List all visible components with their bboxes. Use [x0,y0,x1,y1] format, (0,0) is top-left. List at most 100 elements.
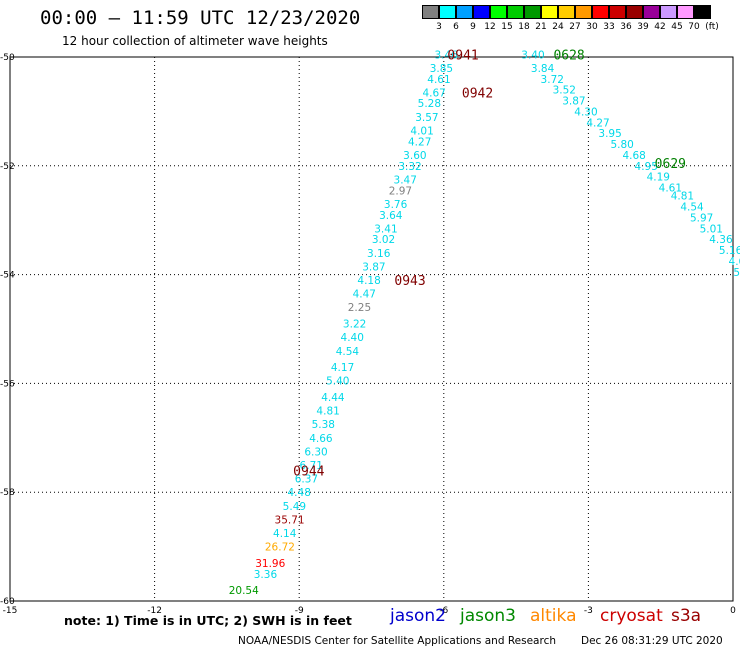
wave-height-value: 4.40 [341,332,364,344]
wave-height-value: 3.47 [394,174,417,186]
lon-tick-label: 0 [730,606,736,616]
pass-time-label: 0943 [394,274,425,289]
wave-height-value: 4.67 [422,87,445,99]
legend-unit: (ft) [705,22,719,32]
legend-label: 21 [535,22,547,32]
wave-height-value: 4.48 [288,487,311,499]
wave-height-value: 4.54 [680,202,704,214]
wave-height-value: 3.41 [374,223,397,235]
wave-height-value: 5.49 [283,501,306,513]
lat-tick-label: -52 [0,162,15,172]
wave-height-value: 4.18 [357,275,380,287]
pass-time-label: 0628 [553,48,584,63]
wave-height-value: 4.44 [321,392,345,404]
wave-height-value: 3.57 [415,112,438,124]
legend-label: 27 [569,22,581,32]
wave-height-value: 5.97 [690,212,713,224]
lon-tick-label: -3 [584,606,593,616]
footer-timestamp: Dec 26 08:31:29 UTC 2020 [581,635,723,647]
wave-height-value: 5.80 [610,139,633,151]
wave-height-value: 4.19 [647,172,670,184]
wave-height-value: 4.63 [729,256,740,268]
wave-height-value: 2.97 [389,185,412,197]
wave-height-value: 4.14 [273,528,297,540]
wave-height-value: 3.87 [362,261,385,273]
lat-tick-label: -60 [0,597,15,607]
wave-height-value: 3.85 [430,63,453,75]
legend-label: 12 [484,22,496,32]
wave-height-value: 4.54 [336,346,360,358]
legend-swatch [609,5,626,19]
wave-height-value: 4.95 [635,161,658,173]
satellite-altika: altika [530,606,577,626]
pass-time-label: 0629 [655,157,686,172]
wave-height-value: 3.76 [384,199,408,211]
wave-height-value: 3.36 [254,569,278,581]
legend-swatch [541,5,558,19]
wave-height-value: 3.52 [553,85,576,97]
legend-label: 15 [501,22,513,32]
wave-height-value: 4.47 [353,289,376,301]
legend-label: 45 [671,22,683,32]
satellite-s3a: s3a [671,606,702,626]
footer-note: note: 1) Time is in UTC; 2) SWH is in fe… [64,613,352,628]
wave-height-value: 3.64 [379,210,403,222]
wave-height-value: 5.01 [700,223,723,235]
wave-height-value: 5.38 [312,419,335,431]
wave-height-value: 6.71 [300,460,323,472]
wave-height-value: 26.72 [265,542,295,554]
legend-label: 3 [436,22,442,32]
wave-height-value: 3.02 [372,234,395,246]
legend-swatch [626,5,643,19]
lon-tick-label: -15 [3,606,18,616]
legend-label: 39 [637,22,649,32]
legend-swatch [558,5,575,19]
wave-height-value: 3.16 [367,248,391,260]
legend-swatch [473,5,490,19]
legend-swatch [592,5,609,19]
legend-swatch [456,5,473,19]
wave-height-value: 4.68 [622,150,645,162]
satellite-jason2: jason2 [390,606,446,626]
legend-swatch [677,5,694,19]
wave-height-value: 4.66 [309,433,333,445]
legend-swatch [575,5,592,19]
satellite-cryosat: cryosat [600,606,663,626]
lon-tick-label: -12 [147,606,162,616]
legend-label: 33 [603,22,615,32]
wave-height-value: 4.36 [709,234,733,246]
wave-height-value: 4.61 [427,74,450,86]
wave-height-value: 4.27 [408,136,431,148]
legend-swatch [422,5,439,19]
legend-swatch [507,5,524,19]
wave-height-value: 35.71 [275,514,305,526]
wave-height-value: 4.30 [574,106,597,118]
legend-label: 42 [654,22,666,32]
legend-label: 18 [518,22,530,32]
pass-time-label: 0944 [293,464,324,479]
wave-height-value: 3.84 [531,63,555,75]
wave-height-value: 3.72 [541,74,564,86]
legend-label: 9 [470,22,476,32]
wave-height-value: 6.30 [304,446,327,458]
legend-label: 36 [620,22,632,32]
lat-tick-label: -50 [0,53,15,63]
wave-height-value: 5.16 [719,245,740,257]
lat-tick-label: -54 [0,271,15,281]
wave-height-value: 3.22 [343,319,366,331]
footer-credit: NOAA/NESDIS Center for Satellite Applica… [238,635,556,647]
wave-height-value: 3.40 [521,49,544,61]
wave-height-value: 4.81 [316,406,339,418]
wave-height-value: 5.12 [733,267,740,279]
lat-tick-label: -58 [0,488,15,498]
wave-height-value: 5.28 [418,98,441,110]
lon-tick-label: -9 [295,606,304,616]
wave-height-value: 3.60 [403,150,426,162]
legend-swatch [439,5,456,19]
wave-height-value: 31.96 [255,558,285,570]
wave-height-value: 4.61 [659,183,682,195]
wave-height-value: 3.95 [598,128,621,140]
wave-height-value: 5.40 [326,376,349,388]
legend-swatch [660,5,677,19]
